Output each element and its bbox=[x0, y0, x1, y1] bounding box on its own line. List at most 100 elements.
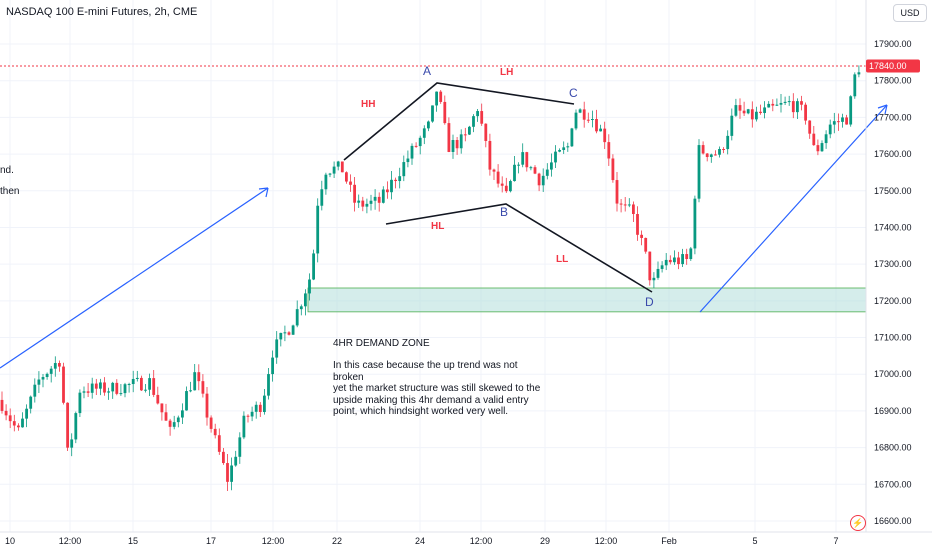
candle-body bbox=[570, 128, 574, 147]
candle-body bbox=[791, 101, 795, 113]
candle-body bbox=[615, 180, 619, 204]
label-ll: LL bbox=[556, 254, 568, 265]
candle-body bbox=[172, 422, 176, 427]
price-tick-label: 17200.00 bbox=[874, 296, 912, 306]
candle-body bbox=[759, 111, 762, 114]
clipped-note-line-2: then bbox=[0, 186, 20, 197]
candle-body bbox=[521, 152, 525, 165]
clipped-note-line-1: nd. bbox=[0, 165, 14, 176]
candle-body bbox=[545, 169, 549, 176]
candle-body bbox=[496, 171, 500, 184]
structure-line-upper[interactable] bbox=[343, 82, 575, 161]
time-tick-label: 17 bbox=[206, 536, 216, 546]
candle-body bbox=[332, 166, 336, 174]
candle-body bbox=[86, 391, 90, 393]
candle-body bbox=[837, 121, 840, 123]
candle-body bbox=[402, 162, 406, 177]
candle-body bbox=[578, 109, 582, 113]
label-point-b: B bbox=[500, 205, 508, 219]
candle-body bbox=[381, 189, 385, 203]
candle-body bbox=[316, 205, 320, 254]
candle-body bbox=[201, 381, 205, 394]
label-lh: LH bbox=[500, 67, 513, 78]
candle-body bbox=[152, 378, 156, 395]
candle-body bbox=[787, 101, 791, 103]
candle-body bbox=[246, 415, 250, 417]
candle-body bbox=[681, 254, 684, 265]
currency-button[interactable]: USD bbox=[893, 4, 927, 22]
candle-body bbox=[705, 153, 709, 158]
candle-body bbox=[623, 204, 627, 206]
time-tick-label: 12:00 bbox=[595, 536, 618, 546]
candle-body bbox=[82, 391, 86, 393]
candle-body bbox=[418, 137, 422, 147]
candle-body bbox=[213, 428, 217, 436]
candle-body bbox=[554, 151, 557, 163]
candle-body bbox=[718, 148, 721, 155]
candle-body bbox=[78, 392, 82, 414]
candle-body bbox=[94, 383, 98, 389]
candle-body bbox=[267, 374, 270, 396]
candle-body bbox=[148, 378, 151, 390]
trend-arrow-left[interactable] bbox=[0, 187, 269, 369]
label-hh: HH bbox=[361, 99, 375, 110]
candle-body bbox=[488, 140, 492, 170]
candle-body bbox=[406, 158, 410, 163]
candle-body bbox=[574, 112, 578, 129]
candle-body bbox=[591, 119, 594, 121]
candle-body bbox=[103, 382, 106, 393]
last-price-tag: 17840.00 bbox=[866, 59, 920, 73]
price-tick-label: 17600.00 bbox=[874, 149, 912, 159]
candle-body bbox=[779, 102, 783, 105]
candle-body bbox=[291, 325, 295, 335]
candle-body bbox=[459, 134, 463, 149]
candle-body bbox=[611, 158, 615, 181]
candle-body bbox=[357, 200, 361, 203]
candle-body bbox=[582, 109, 586, 120]
candle-body bbox=[537, 173, 541, 186]
candle-body bbox=[541, 175, 545, 186]
price-tick-label: 16900.00 bbox=[874, 406, 912, 416]
candle-body bbox=[447, 123, 451, 152]
candle-body bbox=[714, 154, 717, 156]
candle-body bbox=[209, 417, 213, 429]
candle-body bbox=[279, 332, 283, 340]
candle-body bbox=[168, 420, 172, 427]
candle-body bbox=[853, 74, 857, 97]
candle-body bbox=[181, 410, 184, 418]
price-tick-label: 17400.00 bbox=[874, 222, 912, 232]
candle-body bbox=[439, 91, 443, 102]
candle-body bbox=[123, 384, 127, 394]
symbol-title[interactable]: NASDAQ 100 E-mini Futures, 2h, CME bbox=[6, 6, 198, 18]
candle-body bbox=[365, 203, 369, 207]
candle-body bbox=[677, 257, 680, 265]
trend-arrow-right[interactable] bbox=[699, 104, 888, 313]
drawings[interactable] bbox=[0, 82, 888, 369]
candle-body bbox=[455, 140, 459, 149]
candle-body bbox=[697, 145, 701, 199]
time-axis[interactable]: 10 12:00 15 17 12:00 22 24 12:00 29 12:00 Feb 5 7 bbox=[5, 536, 839, 546]
candle-body bbox=[33, 384, 37, 397]
lightning-icon[interactable]: ⚡ bbox=[850, 515, 866, 531]
label-point-c: C bbox=[569, 86, 578, 100]
candle-body bbox=[468, 126, 471, 135]
candle-body bbox=[37, 379, 41, 385]
candle-body bbox=[226, 463, 229, 482]
candle-body bbox=[107, 391, 110, 393]
candle-body bbox=[345, 172, 348, 182]
candle-body bbox=[562, 147, 566, 151]
time-tick-label: 7 bbox=[833, 536, 838, 546]
candle-body bbox=[500, 183, 504, 186]
demand-zone[interactable] bbox=[307, 287, 867, 313]
label-point-d: D bbox=[645, 295, 654, 309]
candle-body bbox=[586, 119, 590, 121]
structure-line-lower[interactable] bbox=[385, 203, 653, 293]
candle-body bbox=[750, 109, 754, 120]
candle-body bbox=[287, 332, 291, 335]
candle-body bbox=[349, 181, 352, 185]
price-axis[interactable]: 17900.00 17800.00 17700.00 17600.00 17500.00… bbox=[0, 0, 932, 533]
candle-body bbox=[410, 145, 414, 159]
candle-body bbox=[509, 181, 512, 192]
